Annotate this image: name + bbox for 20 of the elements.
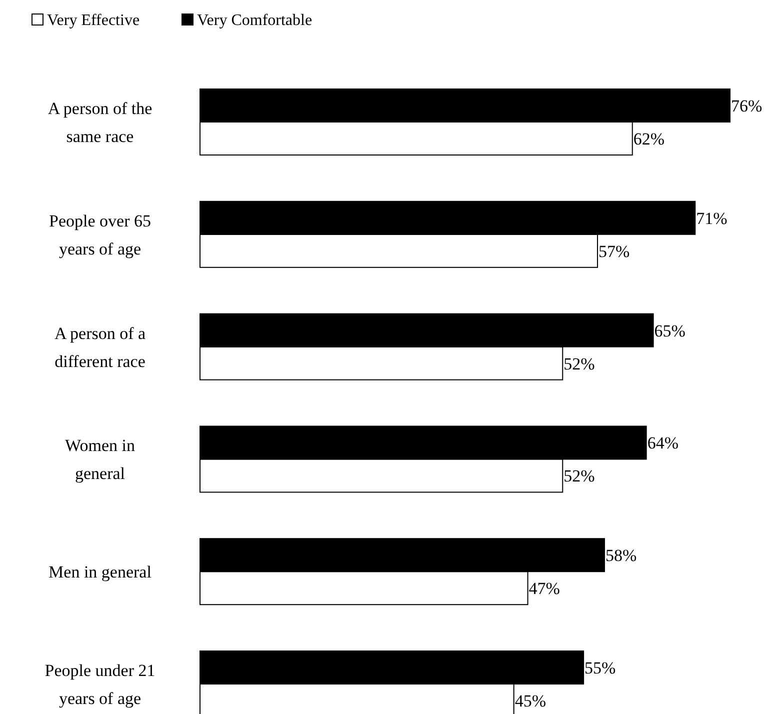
data-label: 55% xyxy=(584,658,616,678)
data-label: 58% xyxy=(605,546,637,566)
y-tick-label: People over 65 years of age xyxy=(49,211,151,258)
data-label: 52% xyxy=(564,466,595,486)
legend-label: Very Comfortable xyxy=(197,12,312,29)
y-tick-label: A person of the same race xyxy=(48,99,152,146)
y-tick-label: Men in general xyxy=(48,562,152,582)
y-tick-label: People under 21 years of age xyxy=(44,661,156,708)
y-tick-label: A person of a different race xyxy=(54,324,146,371)
data-label: 57% xyxy=(598,242,630,261)
legend-label: Very Effective xyxy=(47,12,140,29)
data-label: 76% xyxy=(731,96,762,116)
data-label: 52% xyxy=(564,354,595,374)
data-label: 64% xyxy=(647,434,678,453)
data-label: 62% xyxy=(633,130,665,148)
data-label: 45% xyxy=(514,692,546,710)
data-label: 65% xyxy=(654,321,686,340)
data-label: 47% xyxy=(528,579,560,598)
data-label: 71% xyxy=(696,208,728,228)
y-tick-label: Women in general xyxy=(65,436,136,484)
